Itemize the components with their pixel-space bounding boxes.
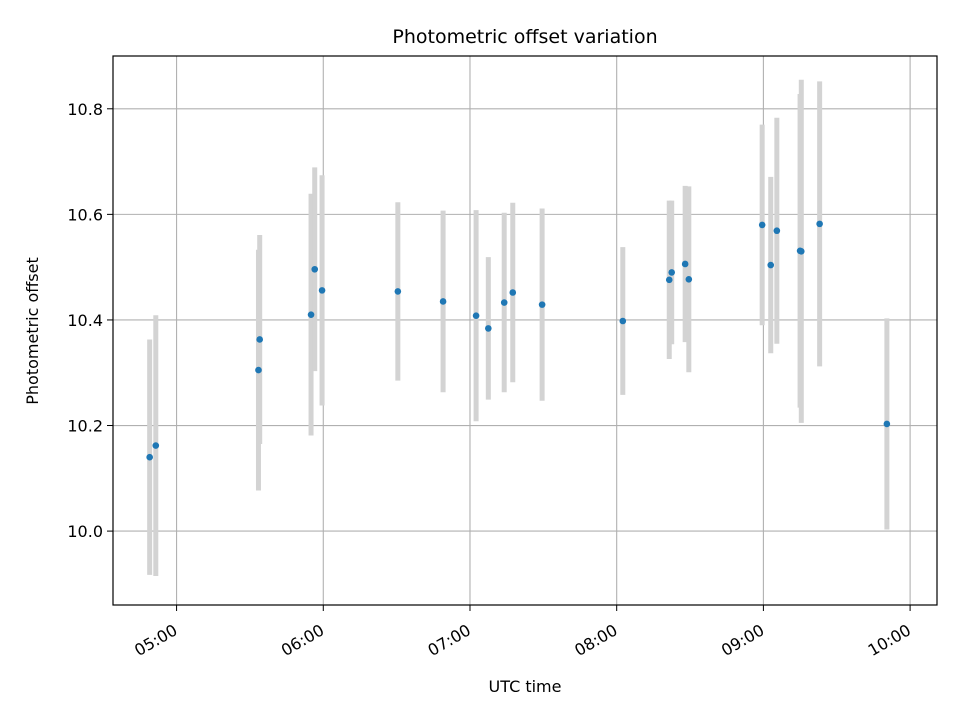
data-point — [619, 317, 627, 325]
data-point — [665, 276, 673, 284]
y-tick-label: 10.2 — [67, 417, 103, 436]
data-points — [146, 220, 891, 461]
data-point — [485, 325, 492, 332]
data-point — [681, 260, 689, 268]
x-tick-label: 09:00 — [718, 620, 767, 660]
data-point — [758, 221, 766, 229]
x-tick-label: 07:00 — [425, 620, 474, 660]
data-point — [472, 312, 480, 320]
y-tick-label: 10.4 — [67, 311, 103, 330]
data-point — [152, 442, 160, 449]
data-point — [256, 336, 264, 343]
data-point — [685, 275, 693, 283]
data-point — [394, 288, 402, 295]
data-point — [307, 311, 315, 318]
data-point — [311, 265, 319, 273]
data-point — [767, 261, 775, 269]
data-point — [668, 269, 676, 276]
y-tick-label: 10.6 — [67, 205, 103, 224]
data-point — [509, 289, 517, 296]
data-point — [883, 420, 891, 428]
chart-title: Photometric offset variation — [392, 26, 657, 48]
x-tick-label: 06:00 — [278, 620, 327, 660]
x-tick-label: 10:00 — [865, 620, 914, 660]
x-tick-label: 08:00 — [571, 620, 620, 660]
data-point — [797, 248, 805, 255]
data-point — [318, 287, 326, 294]
data-point — [816, 220, 823, 228]
data-point — [538, 301, 546, 308]
y-tick-label: 10.0 — [67, 522, 103, 541]
x-axis-ticks: 05:00 06:00 07:00 08:00 09:00 10:00 — [131, 605, 914, 660]
y-axis-ticks: 10.0 10.2 10.4 10.6 10.8 — [67, 100, 113, 541]
x-axis-label: UTC time — [489, 677, 562, 696]
grid-lines — [113, 56, 937, 605]
y-tick-label: 10.8 — [67, 100, 103, 119]
data-point — [255, 366, 262, 374]
y-axis-label: Photometric offset — [23, 257, 42, 405]
data-point — [439, 298, 447, 305]
data-point — [773, 227, 781, 235]
error-bars — [147, 79, 890, 576]
x-tick-label: 05:00 — [131, 620, 180, 660]
data-point — [146, 453, 153, 461]
data-point — [500, 299, 508, 306]
plot-frame — [112, 55, 938, 606]
